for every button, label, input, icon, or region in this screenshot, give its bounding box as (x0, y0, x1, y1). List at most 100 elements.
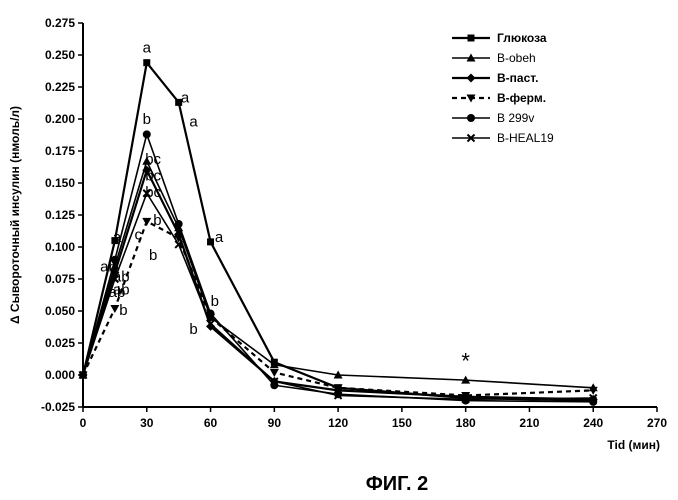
axes: -0.025 0.000 0.025 0.050 0.075 0.100 0.125 0.15… (8, 16, 667, 452)
data-point (207, 238, 215, 246)
data-point (589, 393, 598, 403)
data-point (333, 391, 343, 400)
annotation-label: a (189, 114, 198, 131)
legend-item: B-паст. (452, 71, 538, 85)
annotation-label: bc (145, 184, 161, 201)
legend-marker (466, 94, 476, 103)
y-tick-label: 0.025 (45, 336, 75, 350)
annotation-label: b (153, 212, 161, 229)
annotation-label: a (113, 229, 122, 246)
x-tick-label: 0 (80, 416, 87, 430)
data-point (174, 219, 183, 228)
y-tick-label: 0.225 (45, 80, 75, 94)
data-point (78, 370, 88, 380)
y-tick-label: 0.150 (45, 176, 75, 190)
data-point (142, 165, 152, 175)
legend-label: Глюкоза (497, 31, 547, 45)
legend-marker (466, 53, 476, 62)
y-tick-label: 0.000 (45, 368, 75, 382)
data-point (206, 321, 216, 331)
data-point (142, 130, 151, 139)
annotation-label: * (461, 349, 470, 374)
data-point (269, 360, 279, 369)
data-point (175, 98, 183, 106)
x-tick-label: 150 (392, 416, 412, 430)
legend: Глюкоза B-obeh B-паст. B-ферм. B 299v B-HEAL1… (452, 31, 554, 145)
data-point (110, 255, 119, 264)
x-tick-label: 120 (328, 416, 348, 430)
x-tick-label: 180 (456, 416, 476, 430)
legend-item: Глюкоза (452, 31, 547, 45)
data-point (174, 240, 183, 249)
annotation-label: a (181, 89, 190, 106)
legend-label: B-ферм. (497, 91, 546, 105)
data-point (333, 384, 343, 393)
legend-label: B-HEAL19 (497, 131, 554, 145)
x-tick-label: 90 (268, 416, 282, 430)
annotation-label: bc (145, 167, 161, 184)
y-tick-label: 0.175 (45, 144, 75, 158)
data-point (142, 189, 151, 198)
legend-label: B 299v (497, 111, 534, 125)
figure-caption: ФИГ. 2 (366, 473, 429, 495)
legend-marker (466, 133, 476, 143)
legend-marker (467, 114, 475, 122)
annotation-label: b (211, 293, 219, 310)
y-tick-label: 0.100 (45, 240, 75, 254)
data-point (461, 395, 470, 404)
annotation-label: a (143, 39, 152, 56)
annotation-label: b (189, 321, 197, 338)
data-point (142, 156, 152, 165)
series-layer (78, 59, 598, 406)
legend-marker (467, 34, 475, 42)
x-tick-label: 240 (583, 416, 603, 430)
data-point (111, 237, 119, 245)
annotation-label: b (143, 111, 151, 128)
x-tick-label: 30 (140, 416, 154, 430)
data-point (110, 304, 120, 313)
x-tick-label: 210 (519, 416, 539, 430)
legend-item: B-ферм. (452, 91, 546, 105)
data-point (174, 234, 184, 243)
data-point (110, 274, 120, 284)
legend-item: B-obeh (452, 51, 536, 65)
series-2 (78, 165, 598, 404)
data-point (333, 370, 343, 379)
annotation-label: c (135, 226, 143, 243)
annotation-label: b (119, 302, 127, 319)
annotation-label: b (149, 247, 157, 264)
data-point (142, 217, 152, 226)
annotation-label: bc (145, 151, 161, 168)
y-tick-label: 0.200 (45, 112, 75, 126)
y-tick-label: 0.075 (45, 272, 75, 286)
legend-label: B-obeh (497, 51, 536, 65)
series-5 (78, 189, 598, 404)
data-point (461, 391, 471, 400)
y-tick-label: 0.275 (45, 16, 75, 30)
y-tick-label: 0.250 (45, 48, 75, 62)
data-point (143, 59, 151, 67)
series-line (82, 220, 594, 397)
annotation-label: a (215, 229, 224, 246)
legend-item: B 299v (452, 111, 534, 125)
annotation-label: ab (113, 269, 130, 286)
x-tick-label: 270 (647, 416, 667, 430)
legend-label: B-паст. (497, 71, 538, 85)
annotation-label: ab (113, 281, 130, 298)
annotation-label: ab (109, 284, 126, 301)
legend-item: B-HEAL19 (452, 131, 554, 145)
legend-marker (466, 73, 476, 83)
y-tick-label: 0.050 (45, 304, 75, 318)
annotation-label: ab (100, 258, 117, 275)
data-point (588, 386, 598, 395)
x-tick-label: 60 (204, 416, 218, 430)
series-line (81, 169, 594, 401)
data-point (206, 319, 215, 329)
data-point (269, 368, 279, 377)
x-axis-label: Tid (мин) (607, 438, 660, 452)
y-axis-label: Δ Сывороточный инсулин (нмоль/л) (8, 106, 22, 324)
data-point (206, 309, 215, 318)
data-point (461, 375, 471, 384)
